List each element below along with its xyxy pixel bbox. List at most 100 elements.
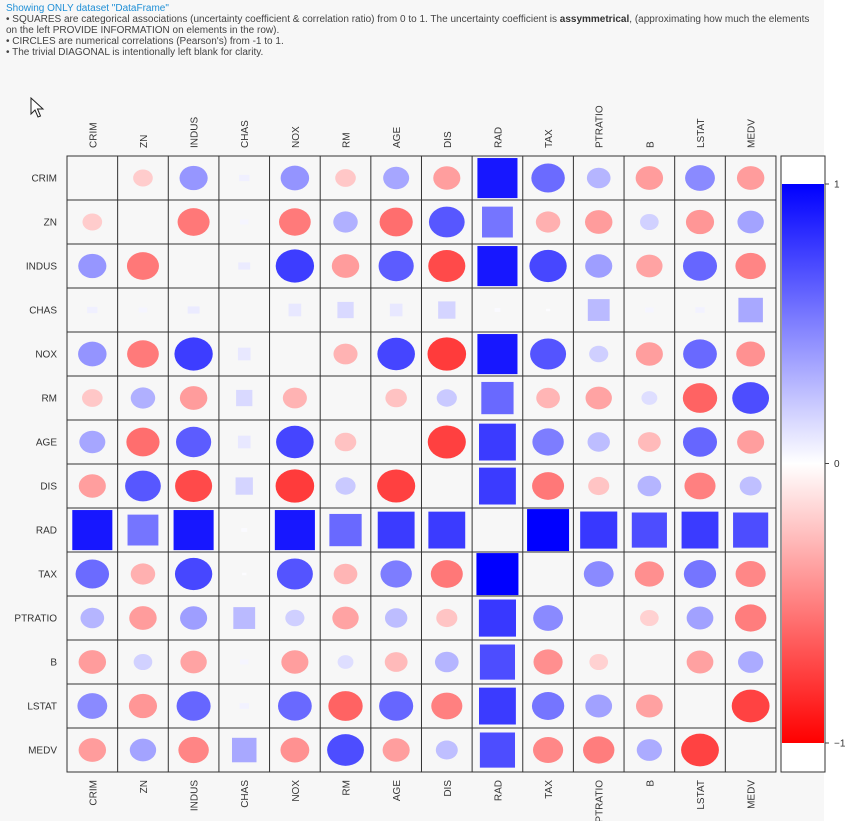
cell-circle-INDUS-CRIM	[78, 253, 107, 279]
colorbar: 1 0 −1	[780, 155, 846, 773]
cell-square-ZN-RAD	[482, 206, 513, 238]
cell-square-AGE-RAD	[479, 423, 516, 461]
cell-circle-LSTAT-DIS	[431, 692, 463, 720]
cell-circle-AGE-TAX	[532, 428, 564, 456]
cell-square-RAD-CHAS	[241, 528, 248, 532]
top-axis-label: NOX	[291, 126, 302, 148]
cell-circle-MEDV-AGE	[382, 738, 410, 762]
cell-circle-MEDV-PTRATIO	[583, 736, 615, 764]
cell-circle-RM-LSTAT	[682, 383, 718, 413]
cell-circle-INDUS-TAX	[529, 249, 567, 283]
cell-circle-B-INDUS	[180, 650, 207, 674]
cell-square-INDUS-CHAS	[238, 262, 251, 270]
cell-circle-RM-DIS	[436, 389, 457, 407]
cell-circle-INDUS-AGE	[378, 250, 414, 282]
cell-circle-MEDV-INDUS	[178, 736, 209, 764]
cell-square-MEDV-CHAS	[231, 737, 257, 763]
left-axis-label: B	[50, 658, 57, 669]
bottom-axis-label: NOX	[291, 780, 302, 802]
cell-square-RM-CHAS	[236, 389, 253, 407]
cell-circle-CRIM-MEDV	[736, 166, 765, 190]
cell-circle-CRIM-RM	[335, 169, 356, 187]
cell-circle-MEDV-CRIM	[78, 738, 107, 762]
cell-circle-DIS-PTRATIO	[588, 476, 610, 496]
bottom-axis-label: ZN	[139, 780, 150, 793]
cell-square-RAD-B	[631, 512, 667, 548]
cell-circle-DIS-RM	[335, 477, 356, 495]
cell-circle-ZN-RM	[333, 211, 358, 233]
cell-square-RM-RAD	[481, 381, 514, 415]
cell-circle-PTRATIO-RM	[332, 606, 359, 630]
cell-circle-DIS-NOX	[275, 469, 315, 503]
bottom-axis-label: CHAS	[240, 780, 251, 808]
cell-square-CHAS-RM	[337, 301, 354, 319]
cell-square-CHAS-MEDV	[738, 297, 763, 323]
cell-square-RAD-ZN	[127, 514, 159, 546]
cell-circle-TAX-AGE	[380, 560, 412, 588]
cell-square-NOX-CHAS	[237, 347, 251, 361]
bottom-axis-label: B	[645, 780, 656, 787]
cell-circle-RM-ZN	[130, 387, 156, 409]
bottom-axis-label: CRIM	[88, 780, 99, 806]
cell-square-MEDV-RAD	[479, 732, 516, 768]
mark-layer	[72, 158, 770, 768]
left-axis-label: RAD	[36, 526, 57, 537]
cell-circle-LSTAT-ZN	[128, 693, 158, 719]
cell-square-CHAS-RAD	[494, 308, 501, 312]
cell-square-CHAS-CRIM	[87, 306, 98, 314]
left-axis-label: DIS	[40, 482, 57, 493]
label-layer: CRIM CRIM CRIM ZN ZN ZN INDUS INDUS INDUS CHAS CHA…	[14, 105, 757, 821]
bottom-axis-label: RM	[342, 780, 353, 796]
cell-circle-RM-TAX	[536, 387, 560, 409]
left-axis-label: CHAS	[29, 306, 57, 317]
bottom-axis-label: TAX	[544, 780, 555, 799]
cell-circle-LSTAT-PTRATIO	[585, 694, 613, 718]
bottom-axis-label: INDUS	[190, 780, 201, 811]
cell-square-CHAS-LSTAT	[695, 307, 705, 313]
cell-circle-NOX-PTRATIO	[589, 345, 609, 363]
cell-circle-DIS-TAX	[532, 472, 565, 500]
cell-circle-NOX-LSTAT	[683, 339, 717, 369]
cell-circle-CRIM-AGE	[383, 166, 410, 190]
cell-circle-RM-AGE	[385, 388, 407, 408]
cell-circle-B-LSTAT	[686, 650, 714, 674]
cell-square-CHAS-INDUS	[187, 306, 200, 314]
cell-circle-MEDV-TAX	[532, 736, 564, 764]
cell-circle-DIS-ZN	[125, 470, 161, 502]
cell-circle-NOX-CRIM	[78, 341, 107, 367]
top-axis-label: DIS	[443, 131, 454, 148]
cell-circle-INDUS-DIS	[428, 249, 466, 283]
cell-circle-INDUS-PTRATIO	[585, 254, 613, 278]
cell-circle-LSTAT-NOX	[277, 691, 312, 721]
cell-circle-NOX-INDUS	[174, 337, 213, 371]
left-axis-label: AGE	[36, 438, 57, 449]
note-squares-tail: , (approximating how much the elements o…	[6, 14, 810, 36]
top-axis-label: AGE	[392, 127, 403, 148]
cell-square-CRIM-CHAS	[239, 174, 250, 182]
cell-circle-INDUS-MEDV	[735, 252, 766, 280]
left-axis-label: INDUS	[26, 262, 57, 273]
cell-circle-AGE-CRIM	[79, 430, 106, 454]
cell-circle-LSTAT-RM	[328, 691, 363, 721]
cell-square-CHAS-AGE	[389, 303, 403, 317]
cell-square-LSTAT-RAD	[479, 687, 516, 725]
cell-circle-TAX-ZN	[130, 563, 156, 585]
cell-circle-MEDV-ZN	[129, 738, 157, 762]
cell-square-ZN-CHAS	[240, 219, 249, 225]
grid-layer	[66, 155, 777, 773]
cell-circle-B-ZN	[133, 653, 153, 671]
top-axis-label: CRIM	[88, 122, 99, 148]
cell-circle-CRIM-DIS	[433, 166, 461, 190]
cell-circle-ZN-INDUS	[177, 208, 210, 236]
cell-circle-AGE-DIS	[427, 425, 466, 459]
cell-circle-TAX-RM	[333, 563, 358, 585]
cell-circle-LSTAT-INDUS	[176, 691, 211, 721]
colorbar-gradient	[782, 184, 824, 743]
cell-circle-RM-INDUS	[179, 386, 208, 410]
cell-circle-CRIM-TAX	[531, 163, 565, 193]
cell-circle-ZN-DIS	[428, 206, 465, 238]
colorbar-tick-label: −1	[834, 739, 846, 750]
cell-circle-NOX-MEDV	[736, 341, 766, 367]
cell-circle-B-PTRATIO	[589, 653, 609, 671]
cell-circle-RM-CRIM	[82, 389, 103, 407]
